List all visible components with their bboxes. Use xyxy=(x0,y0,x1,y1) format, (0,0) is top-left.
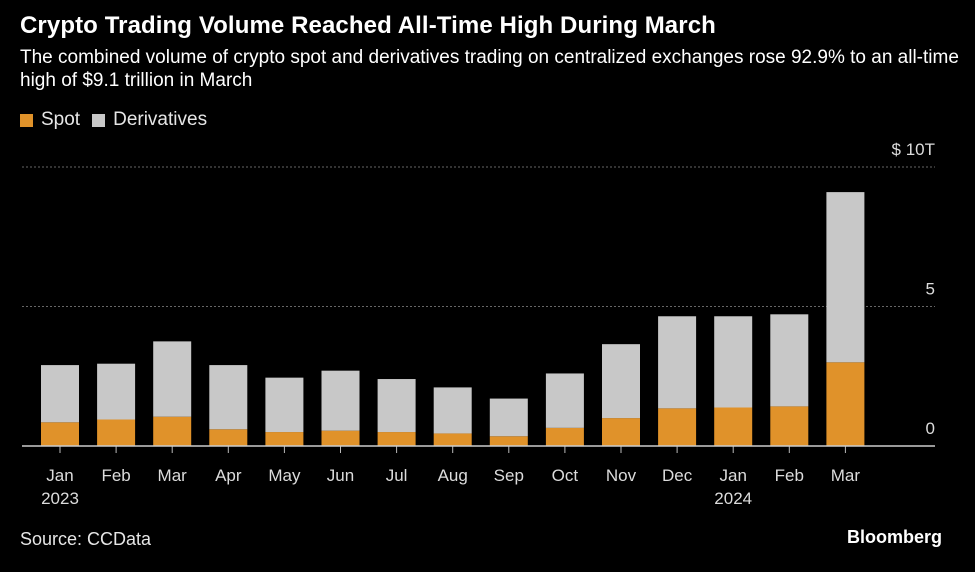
bar-derivatives xyxy=(545,373,584,428)
bar-spot xyxy=(658,408,697,446)
bar-spot xyxy=(265,432,304,446)
x-tick-label: May xyxy=(268,466,301,485)
bar-spot xyxy=(545,427,584,446)
bar-spot xyxy=(489,436,528,446)
bar-derivatives xyxy=(321,370,360,431)
legend-label-derivatives: Derivatives xyxy=(113,109,208,130)
bar-spot xyxy=(602,418,640,446)
bar-spot xyxy=(153,416,192,446)
bar-derivatives xyxy=(41,365,79,423)
bar-derivatives xyxy=(265,377,304,433)
x-tick-label: Feb xyxy=(775,466,804,485)
chart-subtitle: The combined volume of crypto spot and d… xyxy=(20,47,959,91)
bar-spot xyxy=(826,362,865,446)
x-tick-label: Mar xyxy=(831,466,861,485)
bar-derivatives xyxy=(433,387,472,434)
bar-spot xyxy=(321,430,360,446)
y-tick-label: 0 xyxy=(926,419,935,438)
x-tick-label: Dec xyxy=(662,466,693,485)
bar-derivatives xyxy=(489,398,528,437)
source-note: Source: CCData xyxy=(20,529,152,549)
bar-derivatives xyxy=(826,192,865,363)
bloomberg-logo: Bloomberg xyxy=(846,527,942,547)
legend-item-derivatives: Derivatives xyxy=(92,109,207,131)
bar-spot xyxy=(41,422,79,446)
bar-spot xyxy=(770,406,809,446)
x-tick-label: Aug xyxy=(438,466,468,485)
x-tick-label: Apr xyxy=(215,466,242,485)
legend-label-spot: Spot xyxy=(41,109,81,130)
x-tick-label: Sep xyxy=(494,466,524,485)
bar-derivatives xyxy=(153,341,192,417)
x-tick-label: Nov xyxy=(606,466,637,485)
y-tick-label: 5 xyxy=(926,280,935,299)
bar-spot xyxy=(97,419,136,446)
legend: Spot Derivatives xyxy=(20,109,219,131)
bar-derivatives xyxy=(209,365,248,430)
bar-spot xyxy=(714,407,753,446)
x-tick-label: Jan xyxy=(46,466,73,485)
legend-item-spot: Spot xyxy=(20,109,80,131)
y-tick-label: $ 10T xyxy=(892,140,935,159)
bar-derivatives xyxy=(602,344,640,419)
bar-derivatives xyxy=(770,314,809,407)
bar-spot xyxy=(209,429,248,446)
x-tick-label: Mar xyxy=(158,466,188,485)
bar-derivatives xyxy=(714,316,753,408)
x-year-label: 2024 xyxy=(714,489,752,508)
x-tick-label: Jan xyxy=(719,466,746,485)
bar-spot xyxy=(433,433,472,446)
legend-swatch-derivatives xyxy=(92,113,106,127)
x-tick-label: Feb xyxy=(101,466,130,485)
x-year-label: 2023 xyxy=(41,489,79,508)
bar-spot xyxy=(377,432,416,446)
legend-swatch-spot xyxy=(20,113,33,127)
bar-derivatives xyxy=(97,363,136,420)
x-tick-label: Jun xyxy=(327,466,354,485)
bar-derivatives xyxy=(658,316,697,409)
x-tick-label: Oct xyxy=(552,466,579,485)
x-tick-label: Jul xyxy=(386,466,408,485)
bar-derivatives xyxy=(377,379,416,433)
chart-title: Crypto Trading Volume Reached All-Time H… xyxy=(20,12,716,39)
